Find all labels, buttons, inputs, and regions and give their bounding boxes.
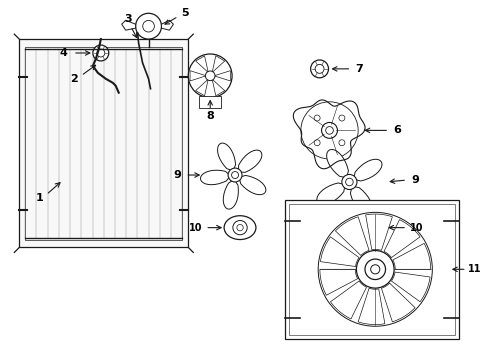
Polygon shape [358, 288, 385, 325]
Text: 10: 10 [410, 222, 424, 233]
Text: 1: 1 [35, 193, 43, 203]
Polygon shape [196, 79, 208, 96]
Polygon shape [336, 217, 369, 256]
Ellipse shape [224, 216, 256, 239]
Text: 9: 9 [173, 170, 181, 180]
Text: 10: 10 [189, 222, 202, 233]
Polygon shape [393, 243, 431, 269]
Circle shape [311, 60, 328, 78]
Polygon shape [354, 159, 382, 181]
Circle shape [342, 175, 357, 189]
Ellipse shape [353, 216, 385, 239]
Polygon shape [223, 181, 238, 209]
Text: 4: 4 [59, 48, 67, 58]
Polygon shape [350, 187, 372, 215]
Circle shape [93, 45, 109, 61]
Text: 2: 2 [70, 74, 78, 84]
Text: 3: 3 [124, 14, 131, 24]
Polygon shape [330, 281, 367, 319]
Polygon shape [327, 149, 348, 177]
Polygon shape [218, 143, 236, 170]
Polygon shape [320, 269, 358, 295]
Polygon shape [317, 183, 344, 205]
Polygon shape [214, 71, 230, 81]
Text: 5: 5 [181, 8, 189, 18]
Circle shape [321, 122, 338, 138]
Polygon shape [392, 272, 430, 302]
Text: 11: 11 [468, 264, 482, 274]
Bar [285, 200, 459, 339]
Polygon shape [212, 79, 225, 96]
Polygon shape [381, 283, 415, 322]
Polygon shape [162, 20, 173, 30]
Bar [19, 39, 188, 247]
Text: 8: 8 [206, 112, 214, 121]
Polygon shape [122, 20, 136, 30]
Bar [289, 204, 455, 335]
Circle shape [339, 140, 345, 146]
Text: 7: 7 [355, 64, 363, 74]
Polygon shape [384, 220, 420, 258]
Polygon shape [240, 175, 266, 195]
Bar [199, 96, 221, 108]
Circle shape [136, 13, 162, 39]
Polygon shape [239, 150, 262, 172]
Polygon shape [190, 71, 206, 81]
Polygon shape [320, 237, 359, 266]
Circle shape [188, 54, 232, 98]
Text: 6: 6 [393, 125, 401, 135]
Circle shape [314, 140, 320, 146]
Polygon shape [212, 56, 225, 72]
Circle shape [314, 115, 320, 121]
Circle shape [228, 168, 242, 182]
Circle shape [339, 115, 345, 121]
Circle shape [205, 71, 215, 81]
Text: 9: 9 [411, 175, 419, 185]
Polygon shape [366, 214, 392, 250]
Bar [25, 47, 182, 239]
Polygon shape [200, 170, 229, 185]
Polygon shape [196, 56, 208, 72]
